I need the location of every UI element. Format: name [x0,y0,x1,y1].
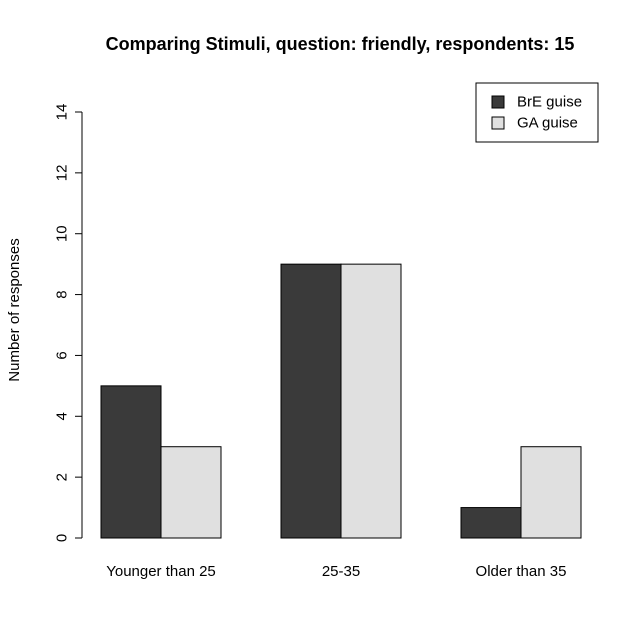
chart-title: Comparing Stimuli, question: friendly, r… [106,34,575,54]
y-tick-label: 4 [54,412,71,420]
legend-swatch [491,95,505,109]
bar-ga-guise-1 [340,263,402,539]
y-axis-label: Number of responses [6,238,23,381]
y-tick-label: 2 [54,473,71,481]
bar-ga-guise-2 [520,446,582,539]
y-tick-label: 0 [54,534,71,542]
bar-bre-guise-0 [100,385,162,539]
x-tick-labels: Younger than 25 25-35 Older than 35 [106,563,566,580]
y-tick-label: 12 [54,165,71,182]
y-tick-label: 10 [54,225,71,242]
bar-bre-guise-2 [460,507,522,539]
legend-entry: BrE guise [517,94,582,111]
y-tick-label: 6 [54,351,71,359]
bar-bre-guise-1 [280,263,342,539]
legend-box [475,82,599,143]
y-tick-label: 14 [54,104,71,121]
legend-swatch [491,116,505,130]
x-tick-label: Older than 35 [476,563,567,580]
bars-group [100,263,582,539]
legend: BrE guise GA guise [475,82,599,143]
x-tick-label: 25-35 [322,563,360,580]
bar-ga-guise-0 [160,446,222,539]
x-tick-label: Younger than 25 [106,563,216,580]
y-axis: 0 2 4 6 8 10 12 14 [54,104,83,542]
y-tick-label: 8 [54,290,71,298]
legend-entry: GA guise [517,115,578,132]
